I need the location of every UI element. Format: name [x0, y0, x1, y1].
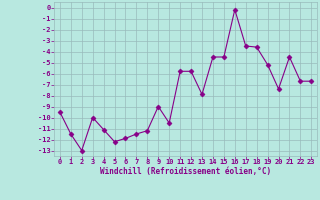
X-axis label: Windchill (Refroidissement éolien,°C): Windchill (Refroidissement éolien,°C): [100, 167, 271, 176]
